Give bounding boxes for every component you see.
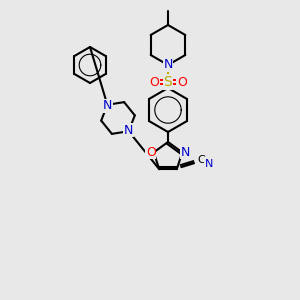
- Text: N: N: [103, 99, 112, 112]
- Text: N: N: [124, 124, 134, 137]
- Text: O: O: [149, 76, 159, 88]
- Text: S: S: [164, 75, 172, 89]
- Text: C: C: [197, 155, 205, 165]
- Text: N: N: [181, 146, 190, 159]
- Text: N: N: [205, 159, 213, 169]
- Text: N: N: [163, 58, 173, 71]
- Text: O: O: [146, 146, 156, 159]
- Text: O: O: [177, 76, 187, 88]
